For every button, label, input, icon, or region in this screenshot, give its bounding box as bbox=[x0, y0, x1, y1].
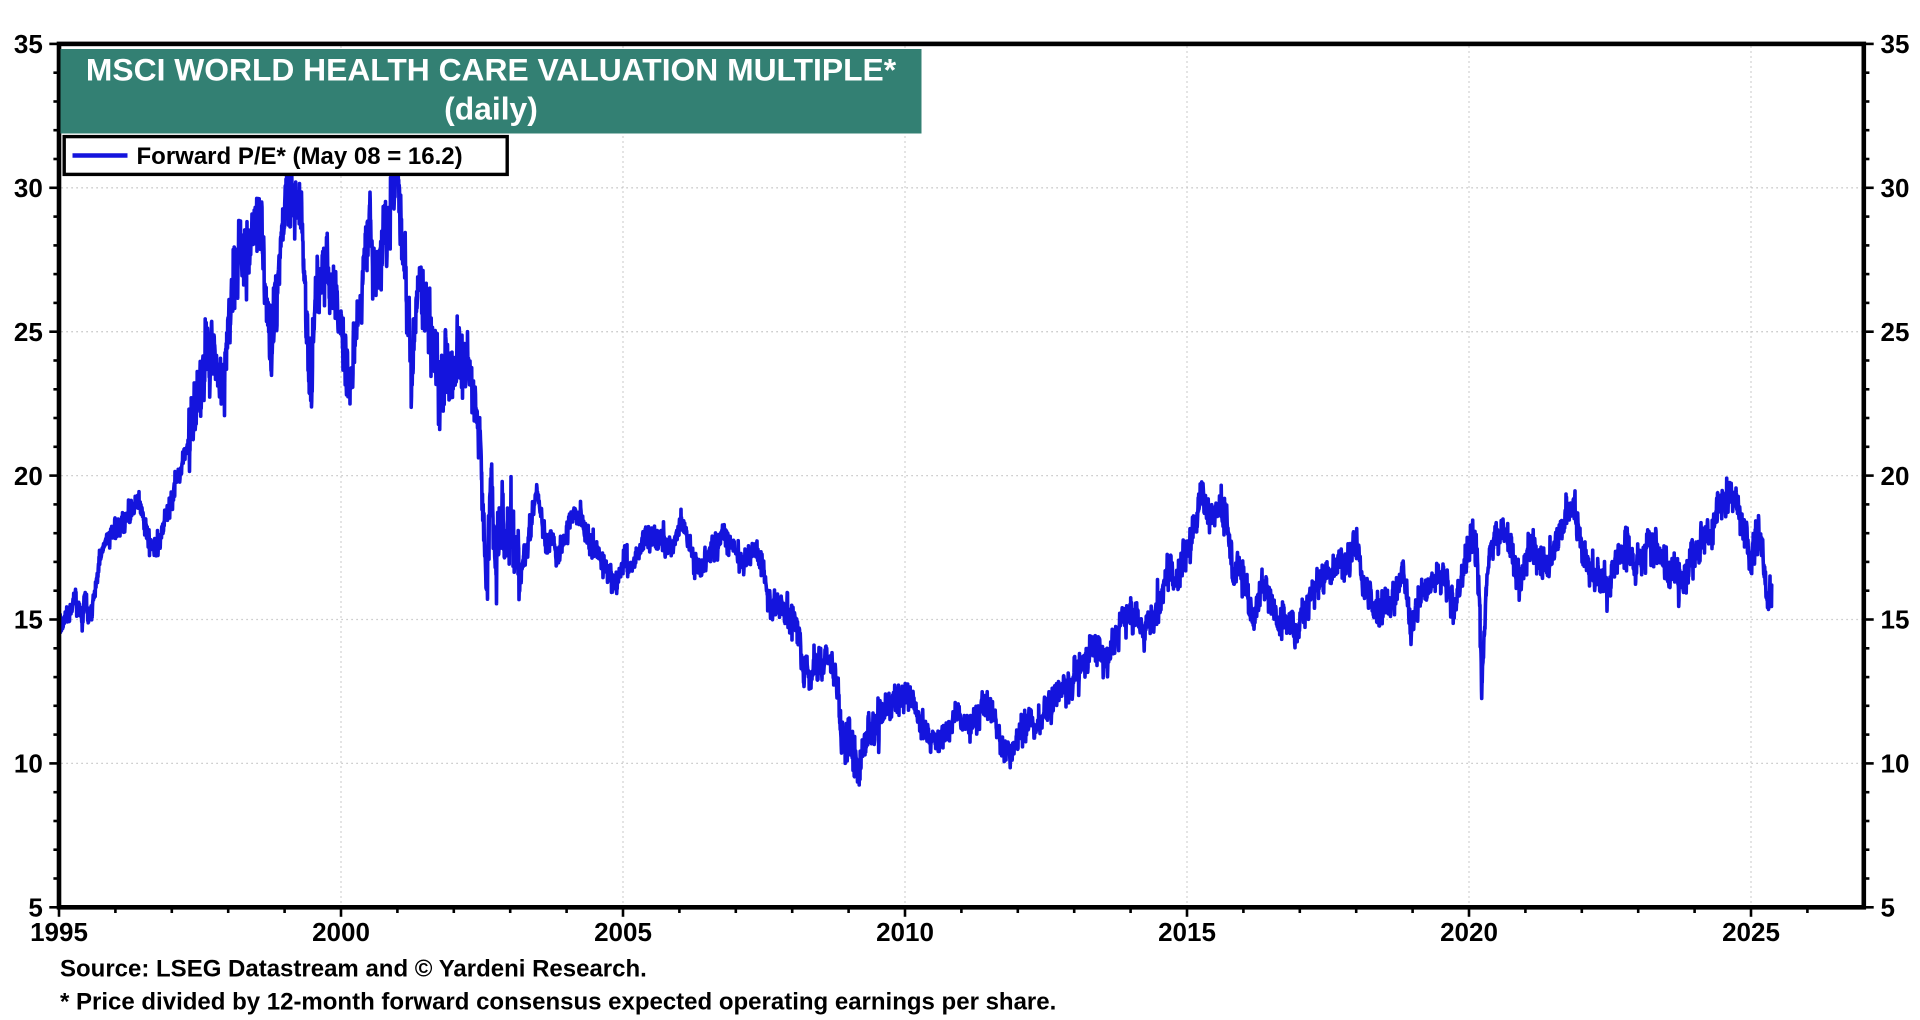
svg-text:2010: 2010 bbox=[876, 917, 934, 947]
svg-text:25: 25 bbox=[1881, 317, 1910, 347]
svg-text:30: 30 bbox=[14, 173, 43, 203]
svg-text:30: 30 bbox=[1881, 173, 1910, 203]
svg-text:2000: 2000 bbox=[312, 917, 370, 947]
svg-text:* Price divided by 12-month fo: * Price divided by 12-month forward cons… bbox=[60, 989, 1056, 1016]
svg-text:Source: LSEG Datastream and ©: Source: LSEG Datastream and © Yardeni Re… bbox=[60, 956, 647, 983]
svg-text:1995: 1995 bbox=[30, 917, 88, 947]
svg-text:2020: 2020 bbox=[1440, 917, 1498, 947]
svg-text:Forward P/E* (May 08 = 16.2): Forward P/E* (May 08 = 16.2) bbox=[137, 143, 463, 170]
svg-text:35: 35 bbox=[14, 29, 43, 59]
svg-text:35: 35 bbox=[1881, 29, 1910, 59]
svg-text:2015: 2015 bbox=[1158, 917, 1216, 947]
svg-text:(daily): (daily) bbox=[444, 91, 538, 127]
svg-text:15: 15 bbox=[1881, 605, 1910, 635]
svg-text:20: 20 bbox=[1881, 461, 1910, 491]
svg-text:5: 5 bbox=[28, 893, 42, 923]
svg-text:15: 15 bbox=[14, 605, 43, 635]
svg-text:10: 10 bbox=[1881, 749, 1910, 779]
svg-text:2005: 2005 bbox=[594, 917, 652, 947]
svg-text:5: 5 bbox=[1881, 893, 1895, 923]
svg-text:25: 25 bbox=[14, 317, 43, 347]
svg-text:20: 20 bbox=[14, 461, 43, 491]
svg-text:MSCI WORLD HEALTH CARE VALUATI: MSCI WORLD HEALTH CARE VALUATION MULTIPL… bbox=[86, 52, 897, 88]
svg-text:2025: 2025 bbox=[1722, 917, 1780, 947]
svg-text:10: 10 bbox=[14, 749, 43, 779]
